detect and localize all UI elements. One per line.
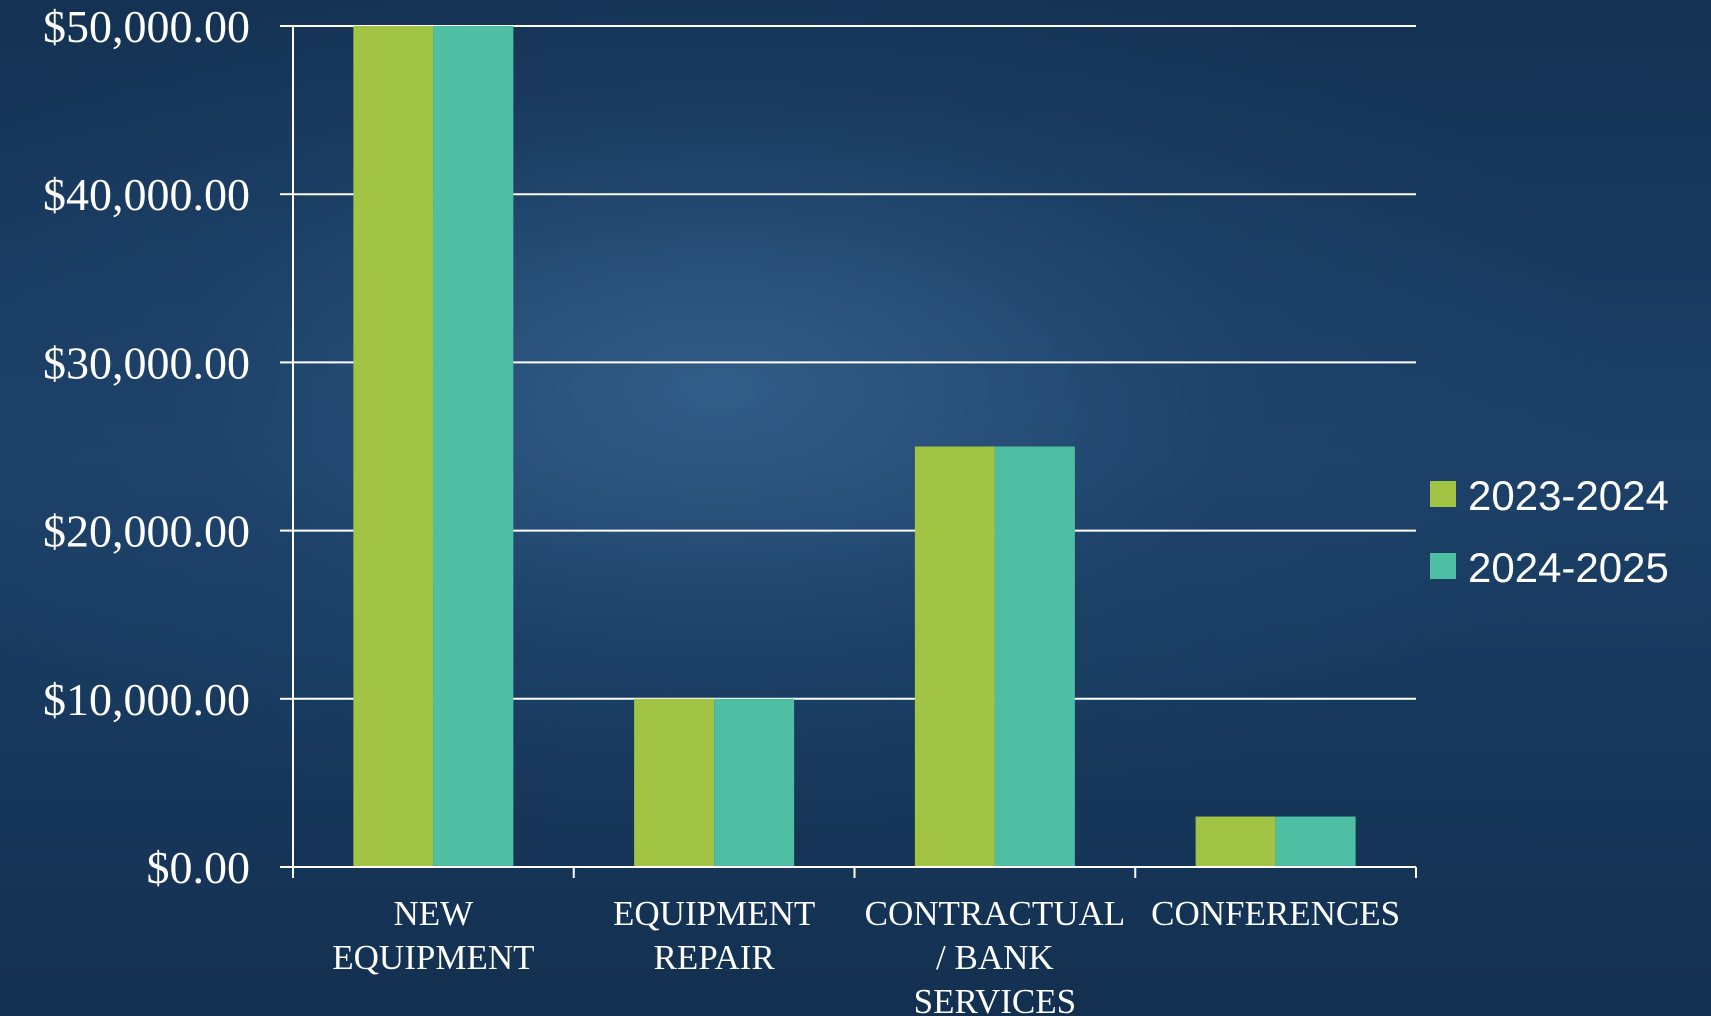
x-tick-label-line: EQUIPMENT	[332, 938, 534, 977]
bar-series-2	[994, 446, 1075, 867]
x-tick-label: NEW EQUIPMENT	[332, 894, 534, 977]
x-tick-label-line: SERVICES	[914, 982, 1077, 1016]
legend-swatch	[1430, 553, 1456, 579]
legend-label: 2024-2025	[1468, 544, 1669, 591]
bar-series-2	[714, 698, 795, 867]
y-tick-label: $30,000.00	[43, 337, 250, 388]
bars	[353, 26, 1356, 867]
legend-swatch	[1430, 481, 1456, 507]
y-tick-label: $20,000.00	[43, 506, 250, 557]
x-tick-label: EQUIPMENT REPAIR	[613, 894, 815, 977]
bar-series-2	[1275, 816, 1356, 867]
axes	[280, 25, 1417, 878]
x-tick-label-line: EQUIPMENT	[613, 894, 815, 933]
bar-series-1	[1195, 816, 1276, 867]
x-tick-label-line: / BANK	[936, 938, 1054, 977]
y-tick-label: $10,000.00	[43, 674, 250, 725]
x-tick-label-line: NEW	[394, 894, 474, 933]
x-axis-ticks: NEW EQUIPMENT EQUIPMENT REPAIR CONTRACTUAL / …	[332, 894, 1400, 1016]
bar-series-1	[353, 26, 434, 867]
bar-series-1	[914, 446, 995, 867]
x-tick-label-line: CONTRACTUAL	[865, 894, 1126, 933]
y-tick-label: $50,000.00	[43, 1, 250, 52]
y-tick-label: $40,000.00	[43, 169, 250, 220]
bar-series-2	[433, 26, 514, 867]
legend-label: 2023-2024	[1468, 472, 1669, 519]
x-tick-label-line: REPAIR	[653, 938, 775, 977]
x-tick-label: CONTRACTUAL / BANK SERVICES	[865, 894, 1126, 1016]
bar-series-1	[634, 698, 715, 867]
y-axis-ticks: $0.00 $10,000.00 $20,000.00 $30,000.00 $40,0…	[43, 1, 250, 893]
x-tick-label: CONFERENCES	[1151, 894, 1400, 933]
legend: 2023-2024 2024-2025	[1430, 472, 1669, 591]
x-tick-label-line: CONFERENCES	[1151, 894, 1400, 933]
y-tick-label: $0.00	[147, 842, 251, 893]
